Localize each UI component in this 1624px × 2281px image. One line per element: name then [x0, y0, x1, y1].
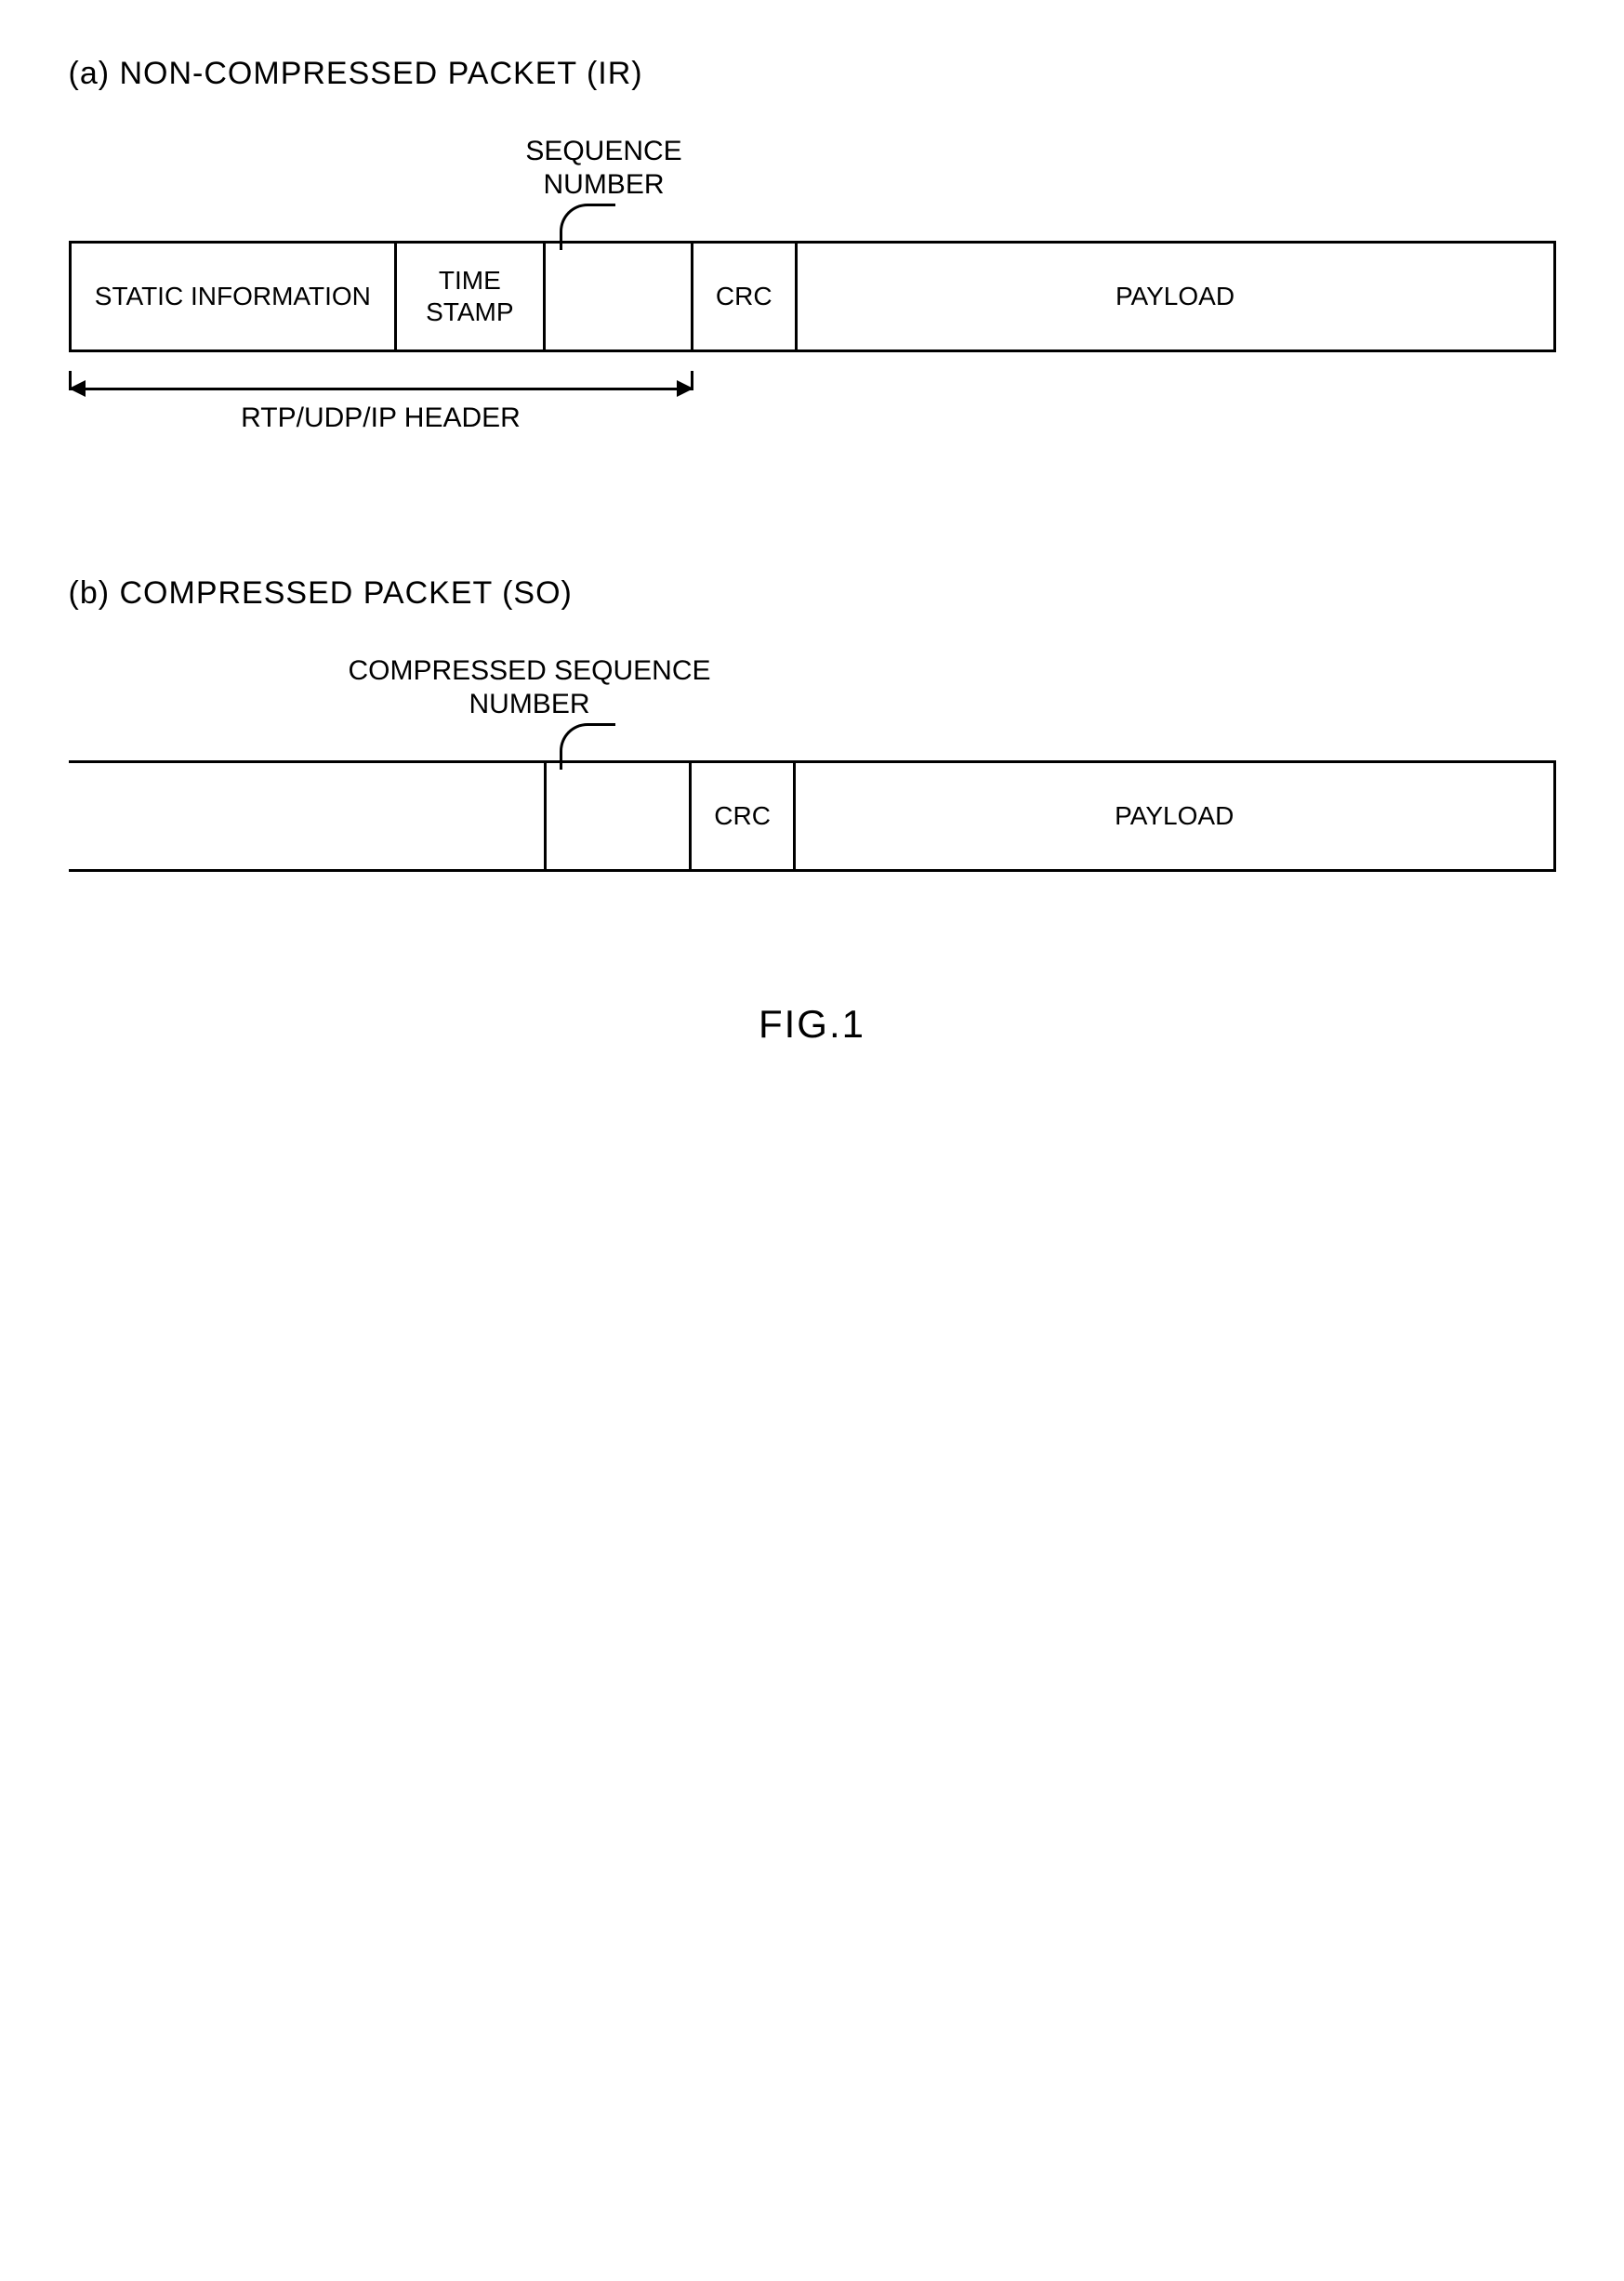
header-dimension-row: RTP/UDP/IP HEADER	[69, 371, 1556, 445]
packet-b-section: (b) COMPRESSED PACKET (SO) COMPRESSED SE…	[69, 575, 1556, 872]
packet-a-annotation-row: SEQUENCENUMBER	[69, 157, 1556, 241]
packet-b-title: (b) COMPRESSED PACKET (SO)	[69, 575, 1556, 612]
compressed-sequence-number-leader	[560, 723, 615, 770]
sequence-number-annotation: SEQUENCENUMBER	[456, 135, 753, 202]
packet-a-row: STATIC INFORMATION TIMESTAMP CRC PAYLOAD	[69, 241, 1556, 352]
packet-b-offset-spacer	[69, 763, 544, 869]
header-dimension-label: RTP/UDP/IP HEADER	[69, 402, 693, 434]
compressed-sequence-number-cell	[544, 763, 693, 869]
time-stamp-cell: TIMESTAMP	[397, 244, 545, 349]
packet-b-row: CRC PAYLOAD	[69, 760, 1556, 872]
sequence-number-leader	[560, 204, 615, 250]
packet-a-title: (a) NON-COMPRESSED PACKET (IR)	[69, 56, 1556, 92]
packet-a-section: (a) NON-COMPRESSED PACKET (IR) SEQUENCEN…	[69, 56, 1556, 445]
figure: (a) NON-COMPRESSED PACKET (IR) SEQUENCEN…	[69, 56, 1556, 1047]
sequence-number-cell	[546, 244, 693, 349]
packet-b-annotation-row: COMPRESSED SEQUENCENUMBER	[69, 677, 1556, 760]
crc-cell-a: CRC	[693, 244, 798, 349]
crc-cell-b: CRC	[692, 763, 796, 869]
static-information-cell: STATIC INFORMATION	[72, 244, 398, 349]
figure-caption: FIG.1	[69, 1002, 1556, 1047]
payload-cell-a: PAYLOAD	[798, 244, 1553, 349]
payload-cell-b: PAYLOAD	[796, 763, 1552, 869]
header-dimension-arrow: RTP/UDP/IP HEADER	[69, 371, 693, 389]
compressed-sequence-number-annotation: COMPRESSED SEQUENCENUMBER	[277, 654, 783, 721]
